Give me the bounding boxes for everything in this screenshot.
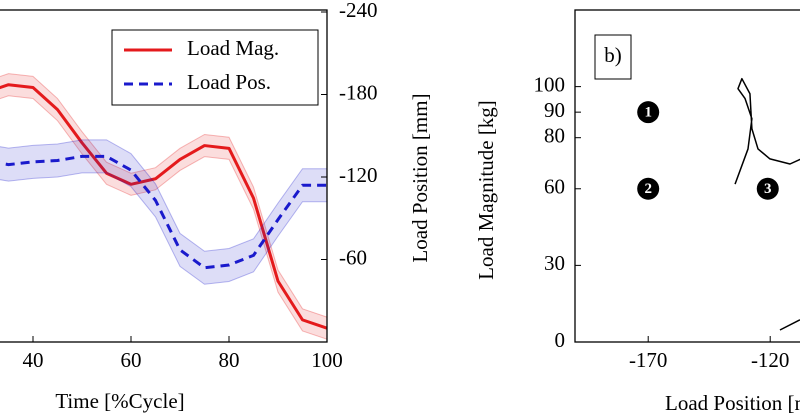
- y-tick-label: 80: [544, 124, 565, 148]
- plot-frame: [574, 9, 800, 343]
- x-tick-label: 60: [121, 348, 142, 372]
- y-tick-label: 60: [544, 175, 565, 199]
- numbered-marker: [637, 101, 660, 124]
- plot: [0, 73, 328, 340]
- y2-axis-label: Load Position [mm]: [408, 93, 432, 262]
- x-axis-label: Time [%Cycle]: [55, 389, 184, 413]
- numbered-marker: [637, 177, 660, 200]
- y-axis-label: Load Magnitude [kg]: [474, 100, 498, 280]
- y2-tick-label: -120: [339, 163, 378, 187]
- y2-tick-label: -180: [339, 80, 378, 104]
- x-tick-label: 100: [311, 348, 343, 372]
- series-line: [0, 154, 327, 270]
- legend-box: [111, 29, 319, 106]
- y-tick-label: 30: [544, 251, 565, 275]
- x-tick-label: 40: [23, 348, 44, 372]
- legend-label: Load Mag.: [187, 36, 279, 60]
- y2-tick-label: -60: [339, 245, 367, 269]
- plot-frame: [0, 9, 328, 343]
- marker-label: 1: [644, 105, 652, 121]
- numbered-marker: [756, 177, 779, 200]
- x-axis-label: Load Position [mm]: [665, 391, 800, 415]
- marker-label: 2: [644, 181, 652, 197]
- marker-label: 3: [764, 181, 772, 197]
- legend-label: Load Pos.: [187, 70, 271, 94]
- y-tick-label: 90: [544, 98, 565, 122]
- y-tick-label: 0: [555, 328, 566, 352]
- x-tick-label: 80: [219, 348, 240, 372]
- y2-tick-label: -240: [339, 0, 378, 22]
- x-tick-label: -120: [751, 348, 790, 372]
- panel-box: [594, 34, 632, 80]
- y-tick-label: 100: [534, 72, 566, 96]
- series-line: [0, 83, 328, 330]
- x-tick-label: -170: [629, 348, 668, 372]
- trajectory-line: [734, 77, 800, 331]
- panel-label: b): [604, 43, 622, 67]
